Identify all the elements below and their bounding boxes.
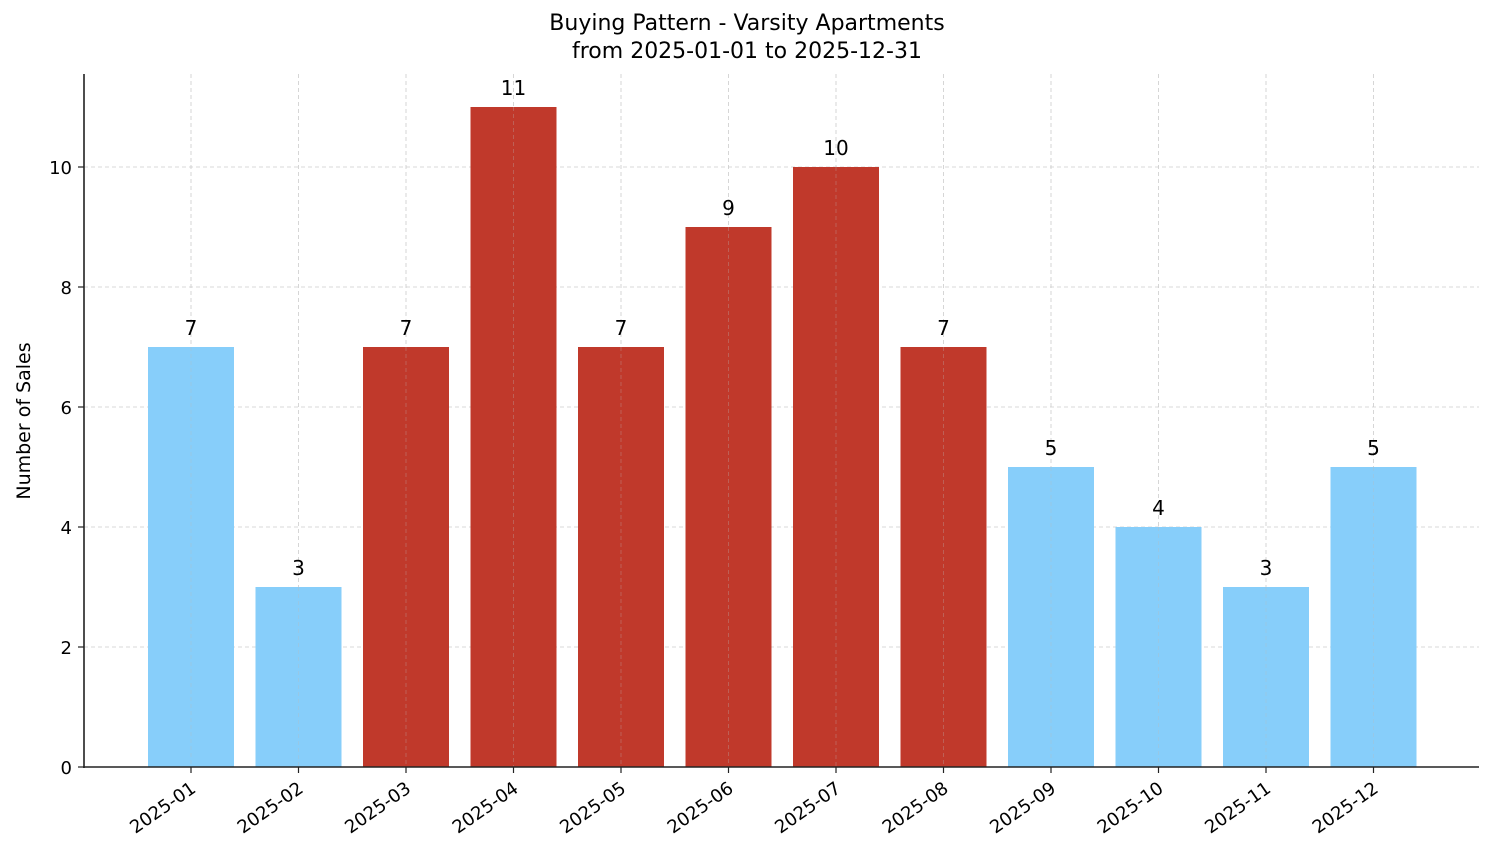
x-tick-label: 2025-03 — [341, 778, 415, 838]
chart-title: Buying Pattern - Varsity Apartments from… — [0, 10, 1494, 66]
x-tick-label: 2025-07 — [771, 778, 845, 838]
x-tick-label: 2025-04 — [449, 778, 523, 838]
y-tick-label: 0 — [61, 758, 72, 779]
bar-value-label: 4 — [1152, 496, 1165, 520]
chart-title-line2: from 2025-01-01 to 2025-12-31 — [572, 39, 922, 64]
bar-value-label: 9 — [722, 196, 735, 220]
bar-value-label: 11 — [501, 76, 526, 100]
bar-2025-02 — [255, 587, 342, 767]
x-tick-label: 2025-08 — [879, 778, 953, 838]
bar-value-label: 7 — [615, 316, 628, 340]
y-tick-label: 8 — [61, 278, 72, 299]
bar-value-label: 7 — [185, 316, 198, 340]
bar-2025-07 — [793, 167, 879, 767]
bar-value-label: 3 — [292, 556, 305, 580]
bar-2025-11 — [1223, 587, 1309, 767]
x-tick-label: 2025-02 — [234, 778, 308, 838]
bar-value-label: 5 — [1045, 436, 1058, 460]
bar-value-label: 7 — [400, 316, 413, 340]
x-tick-label: 2025-11 — [1201, 778, 1275, 838]
x-tick-label: 2025-09 — [986, 778, 1060, 838]
y-tick-label: 4 — [61, 518, 72, 539]
chart-title-line1: Buying Pattern - Varsity Apartments — [549, 11, 945, 36]
bar-value-label: 7 — [937, 316, 950, 340]
bar-value-label: 5 — [1367, 436, 1380, 460]
y-tick-label: 10 — [49, 158, 72, 179]
y-tick-label: 6 — [61, 398, 72, 419]
bar-value-label: 10 — [823, 136, 848, 160]
x-tick-label: 2025-12 — [1309, 778, 1383, 838]
x-tick-label: 2025-05 — [556, 778, 630, 838]
x-tick-label: 2025-01 — [126, 778, 200, 838]
x-tick-label: 2025-06 — [664, 778, 738, 838]
bar-value-label: 3 — [1260, 556, 1273, 580]
y-tick-label: 2 — [61, 638, 72, 659]
x-tick-label: 2025-10 — [1094, 778, 1168, 838]
